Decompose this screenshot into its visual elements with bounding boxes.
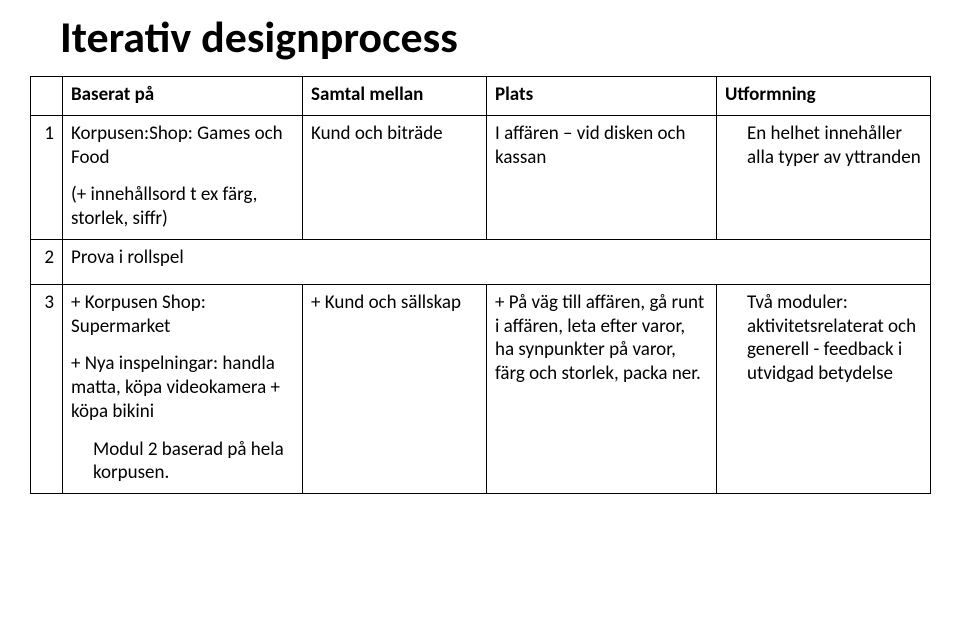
- cell-text: + På väg till affären, gå runt i affären…: [495, 291, 708, 386]
- page-title: Iterativ designprocess: [60, 10, 930, 64]
- cell-num: 2: [31, 239, 63, 284]
- table-row: 2 Prova i rollspel: [31, 239, 931, 284]
- cell-based: Korpusen:Shop: Games och Food (+ innehål…: [63, 115, 303, 239]
- cell-conv: + Kund och sällskap: [303, 284, 487, 493]
- slide: Iterativ designprocess Baserat på Samtal…: [0, 0, 960, 643]
- cell-text: + Nya inspelningar: handla matta, köpa v…: [71, 352, 294, 423]
- col-header-conv: Samtal mellan: [303, 77, 487, 116]
- col-header-form: Utformning: [717, 77, 931, 116]
- design-table: Baserat på Samtal mellan Plats Utformnin…: [30, 76, 930, 494]
- cell-form: En helhet innehåller alla typer av yttra…: [717, 115, 931, 239]
- cell-text: (+ innehållsord t ex färg, storlek, siff…: [71, 183, 294, 231]
- cell-form: Två moduler: aktivitetsrelaterat och gen…: [717, 284, 931, 493]
- cell-text: + Kund och sällskap: [311, 291, 478, 315]
- table-row: 1 Korpusen:Shop: Games och Food (+ inneh…: [31, 115, 931, 239]
- col-header-based: Baserat på: [63, 77, 303, 116]
- cell-place: + På väg till affären, gå runt i affären…: [487, 284, 717, 493]
- table-header-row: Baserat på Samtal mellan Plats Utformnin…: [31, 77, 931, 116]
- col-header-place: Plats: [487, 77, 717, 116]
- cell-conv: Kund och biträde: [303, 115, 487, 239]
- cell-based: + Korpusen Shop: Supermarket + Nya inspe…: [63, 284, 303, 493]
- cell-text: I affären – vid disken och kassan: [495, 122, 708, 170]
- cell-text: Korpusen:Shop: Games och Food: [71, 122, 294, 170]
- cell-text: Modul 2 baserad på hela korpusen.: [93, 438, 294, 486]
- cell-num: 1: [31, 115, 63, 239]
- cell-num: 3: [31, 284, 63, 493]
- cell-text: + Korpusen Shop: Supermarket: [71, 291, 294, 339]
- cell-based: Prova i rollspel: [63, 239, 931, 284]
- cell-text: En helhet innehåller alla typer av yttra…: [747, 122, 922, 170]
- cell-text: Två moduler: aktivitetsrelaterat och gen…: [747, 291, 922, 386]
- table: Baserat på Samtal mellan Plats Utformnin…: [30, 76, 931, 494]
- col-header-num: [31, 77, 63, 116]
- cell-place: I affären – vid disken och kassan: [487, 115, 717, 239]
- table-row: 3 + Korpusen Shop: Supermarket + Nya ins…: [31, 284, 931, 493]
